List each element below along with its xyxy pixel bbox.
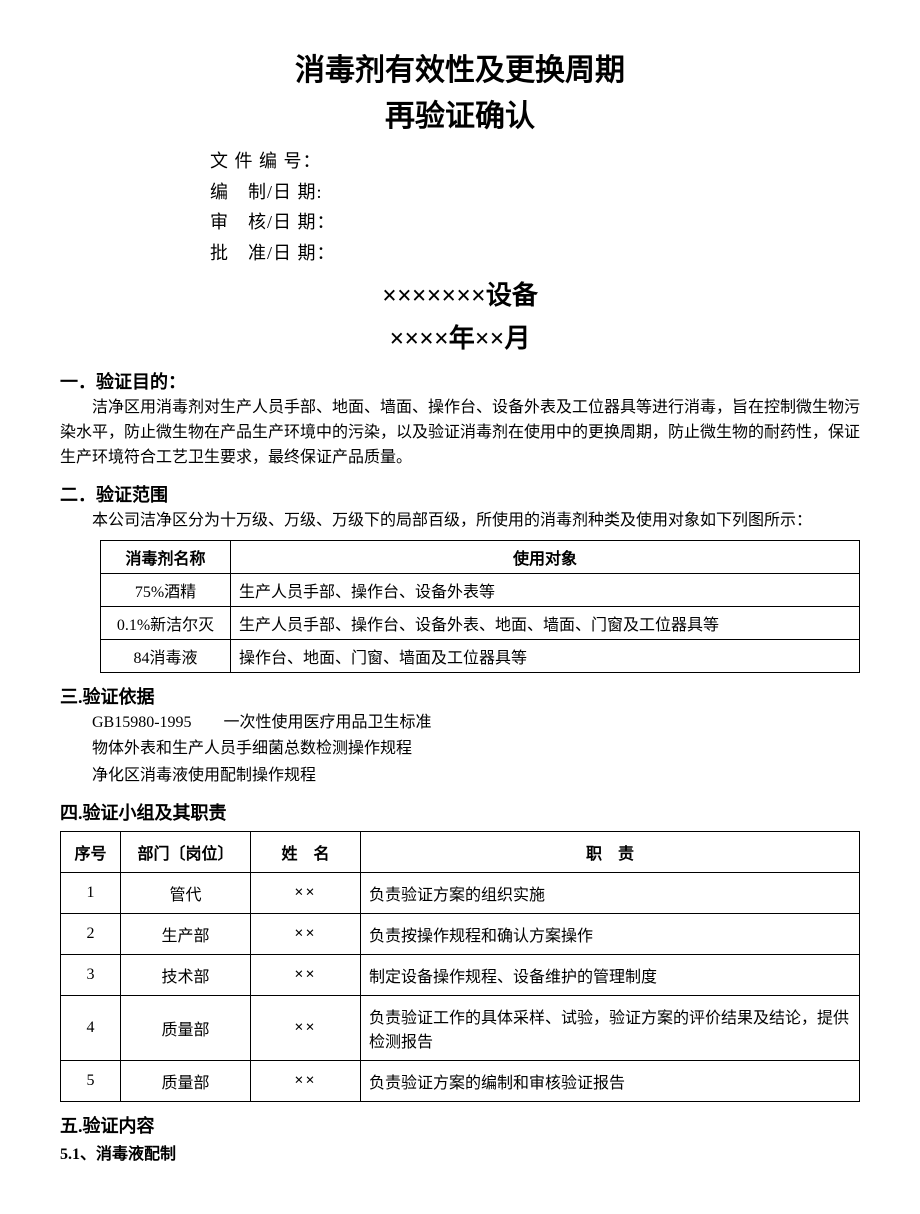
table-header-row: 序号 部门〔岗位〕 姓 名 职 责 bbox=[61, 831, 860, 872]
meta-docno: 文 件 编 号： bbox=[210, 146, 860, 177]
section4-heading: 四.验证小组及其职责 bbox=[60, 799, 860, 825]
title-line2: 再验证确认 bbox=[60, 96, 860, 138]
section2-heading: 二．验证范围 bbox=[60, 481, 860, 507]
th-duty: 职 责 bbox=[361, 831, 860, 872]
cell-personname: ×× bbox=[251, 913, 361, 954]
cell-seq: 1 bbox=[61, 872, 121, 913]
section5-sub1: 5.1、消毒液配制 bbox=[60, 1140, 860, 1164]
cell-name: 84消毒液 bbox=[101, 639, 231, 672]
meta-review: 审 核/日 期： bbox=[210, 207, 860, 238]
section5-heading: 五.验证内容 bbox=[60, 1112, 860, 1138]
cell-personname: ×× bbox=[251, 872, 361, 913]
table-header-row: 消毒剂名称 使用对象 bbox=[101, 540, 860, 573]
cell-dept: 生产部 bbox=[121, 913, 251, 954]
table-row: 5质量部××负责验证方案的编制和审核验证报告 bbox=[61, 1060, 860, 1101]
subheader-line2: ××××年××月 bbox=[60, 319, 860, 358]
basis-line: 净化区消毒液使用配制操作规程 bbox=[92, 764, 860, 789]
cell-dept: 管代 bbox=[121, 872, 251, 913]
section1-body: 洁净区用消毒剂对生产人员手部、地面、墙面、操作台、设备外表及工位器具等进行消毒，… bbox=[60, 396, 860, 470]
cell-personname: ×× bbox=[251, 1060, 361, 1101]
th-dept: 部门〔岗位〕 bbox=[121, 831, 251, 872]
team-table: 序号 部门〔岗位〕 姓 名 职 责 1管代××负责验证方案的组织实施2生产部××… bbox=[60, 831, 860, 1102]
cell-duty: 制定设备操作规程、设备维护的管理制度 bbox=[361, 954, 860, 995]
table-row: 84消毒液操作台、地面、门窗、墙面及工位器具等 bbox=[101, 639, 860, 672]
cell-target: 生产人员手部、操作台、设备外表等 bbox=[231, 573, 860, 606]
meta-approve: 批 准/日 期： bbox=[210, 238, 860, 269]
cell-dept: 质量部 bbox=[121, 1060, 251, 1101]
cell-target: 操作台、地面、门窗、墙面及工位器具等 bbox=[231, 639, 860, 672]
table-row: 0.1%新洁尔灭生产人员手部、操作台、设备外表、地面、墙面、门窗及工位器具等 bbox=[101, 606, 860, 639]
cell-seq: 3 bbox=[61, 954, 121, 995]
table-row: 1管代××负责验证方案的组织实施 bbox=[61, 872, 860, 913]
cell-personname: ×× bbox=[251, 995, 361, 1060]
th-target: 使用对象 bbox=[231, 540, 860, 573]
cell-duty: 负责按操作规程和确认方案操作 bbox=[361, 913, 860, 954]
section3-heading: 三.验证依据 bbox=[60, 683, 860, 709]
table-row: 75%酒精生产人员手部、操作台、设备外表等 bbox=[101, 573, 860, 606]
section1-heading: 一．验证目的： bbox=[60, 368, 860, 394]
disinfectant-table: 消毒剂名称 使用对象 75%酒精生产人员手部、操作台、设备外表等0.1%新洁尔灭… bbox=[100, 540, 860, 673]
cell-dept: 质量部 bbox=[121, 995, 251, 1060]
table-row: 4质量部××负责验证工作的具体采样、试验，验证方案的评价结果及结论，提供检测报告 bbox=[61, 995, 860, 1060]
cell-seq: 5 bbox=[61, 1060, 121, 1101]
cell-target: 生产人员手部、操作台、设备外表、地面、墙面、门窗及工位器具等 bbox=[231, 606, 860, 639]
subheader-line1: ×××××××设备 bbox=[60, 276, 860, 315]
section2-body: 本公司洁净区分为十万级、万级、万级下的局部百级，所使用的消毒剂种类及使用对象如下… bbox=[60, 509, 860, 534]
cell-name: 75%酒精 bbox=[101, 573, 231, 606]
basis-line: GB15980-1995 一次性使用医疗用品卫生标准 bbox=[92, 711, 860, 736]
meta-block: 文 件 编 号： 编 制/日 期: 审 核/日 期： 批 准/日 期： bbox=[210, 146, 860, 268]
th-seq: 序号 bbox=[61, 831, 121, 872]
basis-line: 物体外表和生产人员手细菌总数检测操作规程 bbox=[92, 737, 860, 762]
th-name: 消毒剂名称 bbox=[101, 540, 231, 573]
cell-seq: 2 bbox=[61, 913, 121, 954]
table-row: 3技术部××制定设备操作规程、设备维护的管理制度 bbox=[61, 954, 860, 995]
cell-dept: 技术部 bbox=[121, 954, 251, 995]
title-line1: 消毒剂有效性及更换周期 bbox=[60, 50, 860, 92]
cell-duty: 负责验证方案的组织实施 bbox=[361, 872, 860, 913]
cell-duty: 负责验证工作的具体采样、试验，验证方案的评价结果及结论，提供检测报告 bbox=[361, 995, 860, 1060]
cell-personname: ×× bbox=[251, 954, 361, 995]
table-row: 2生产部××负责按操作规程和确认方案操作 bbox=[61, 913, 860, 954]
cell-duty: 负责验证方案的编制和审核验证报告 bbox=[361, 1060, 860, 1101]
th-personname: 姓 名 bbox=[251, 831, 361, 872]
meta-author: 编 制/日 期: bbox=[210, 177, 860, 208]
cell-seq: 4 bbox=[61, 995, 121, 1060]
cell-name: 0.1%新洁尔灭 bbox=[101, 606, 231, 639]
